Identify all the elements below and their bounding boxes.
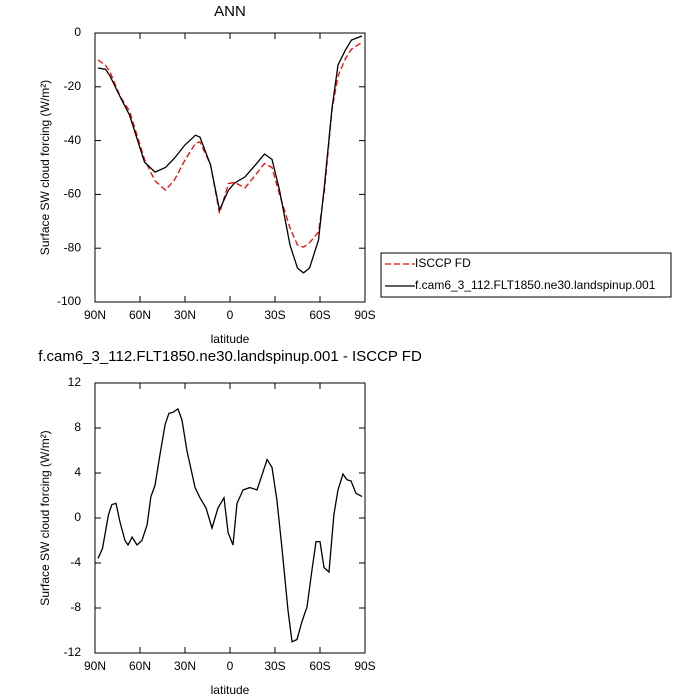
- x-tick-label: 90S: [354, 308, 375, 322]
- x-tick-label: 30N: [174, 659, 196, 673]
- y-tick-label: -40: [64, 133, 82, 147]
- x-tick-label: 60N: [129, 659, 151, 673]
- x-tick-label: 90N: [84, 659, 106, 673]
- y-tick-label: -100: [57, 294, 81, 308]
- chart-title: f.cam6_3_112.FLT1850.ne30.landspinup.001…: [38, 348, 422, 365]
- y-tick-label: -4: [70, 555, 81, 569]
- data-line: [97, 41, 363, 248]
- plot-frame: [94, 32, 366, 303]
- y-tick-label: -20: [64, 79, 82, 93]
- x-tick-label: 0: [227, 659, 234, 673]
- plot-frame: [94, 382, 366, 654]
- x-tick-label: 30S: [264, 308, 285, 322]
- x-tick-label: 60S: [309, 308, 330, 322]
- x-tick-label: 30S: [264, 659, 285, 673]
- y-tick-label: -8: [70, 600, 81, 614]
- y-tick-label: 8: [74, 420, 81, 434]
- data-line: [97, 35, 363, 274]
- x-tick-label: 30N: [174, 308, 196, 322]
- y-tick-label: 0: [74, 510, 81, 524]
- legend-box: [380, 252, 672, 298]
- x-axis-label: latitude: [211, 683, 250, 697]
- x-tick-label: 90N: [84, 308, 106, 322]
- x-tick-label: 90S: [354, 659, 375, 673]
- x-tick-label: 60N: [129, 308, 151, 322]
- y-tick-label: 12: [68, 375, 82, 389]
- y-tick-label: -80: [64, 240, 82, 254]
- x-tick-label: 60S: [309, 659, 330, 673]
- x-tick-label: 0: [227, 308, 234, 322]
- x-axis-label: latitude: [211, 332, 250, 346]
- legend-label: f.cam6_3_112.FLT1850.ne30.landspinup.001: [415, 278, 656, 292]
- y-axis-label: Surface SW cloud forcing (W/m²): [38, 80, 52, 255]
- y-axis-label: Surface SW cloud forcing (W/m²): [38, 430, 52, 605]
- y-tick-label: -60: [64, 187, 82, 201]
- legend-label: ISCCP FD: [415, 256, 471, 270]
- y-tick-label: 4: [74, 465, 81, 479]
- chart-title: ANN: [214, 3, 246, 20]
- data-line: [97, 407, 363, 643]
- y-tick-label: -12: [64, 645, 82, 659]
- y-tick-label: 0: [74, 25, 81, 39]
